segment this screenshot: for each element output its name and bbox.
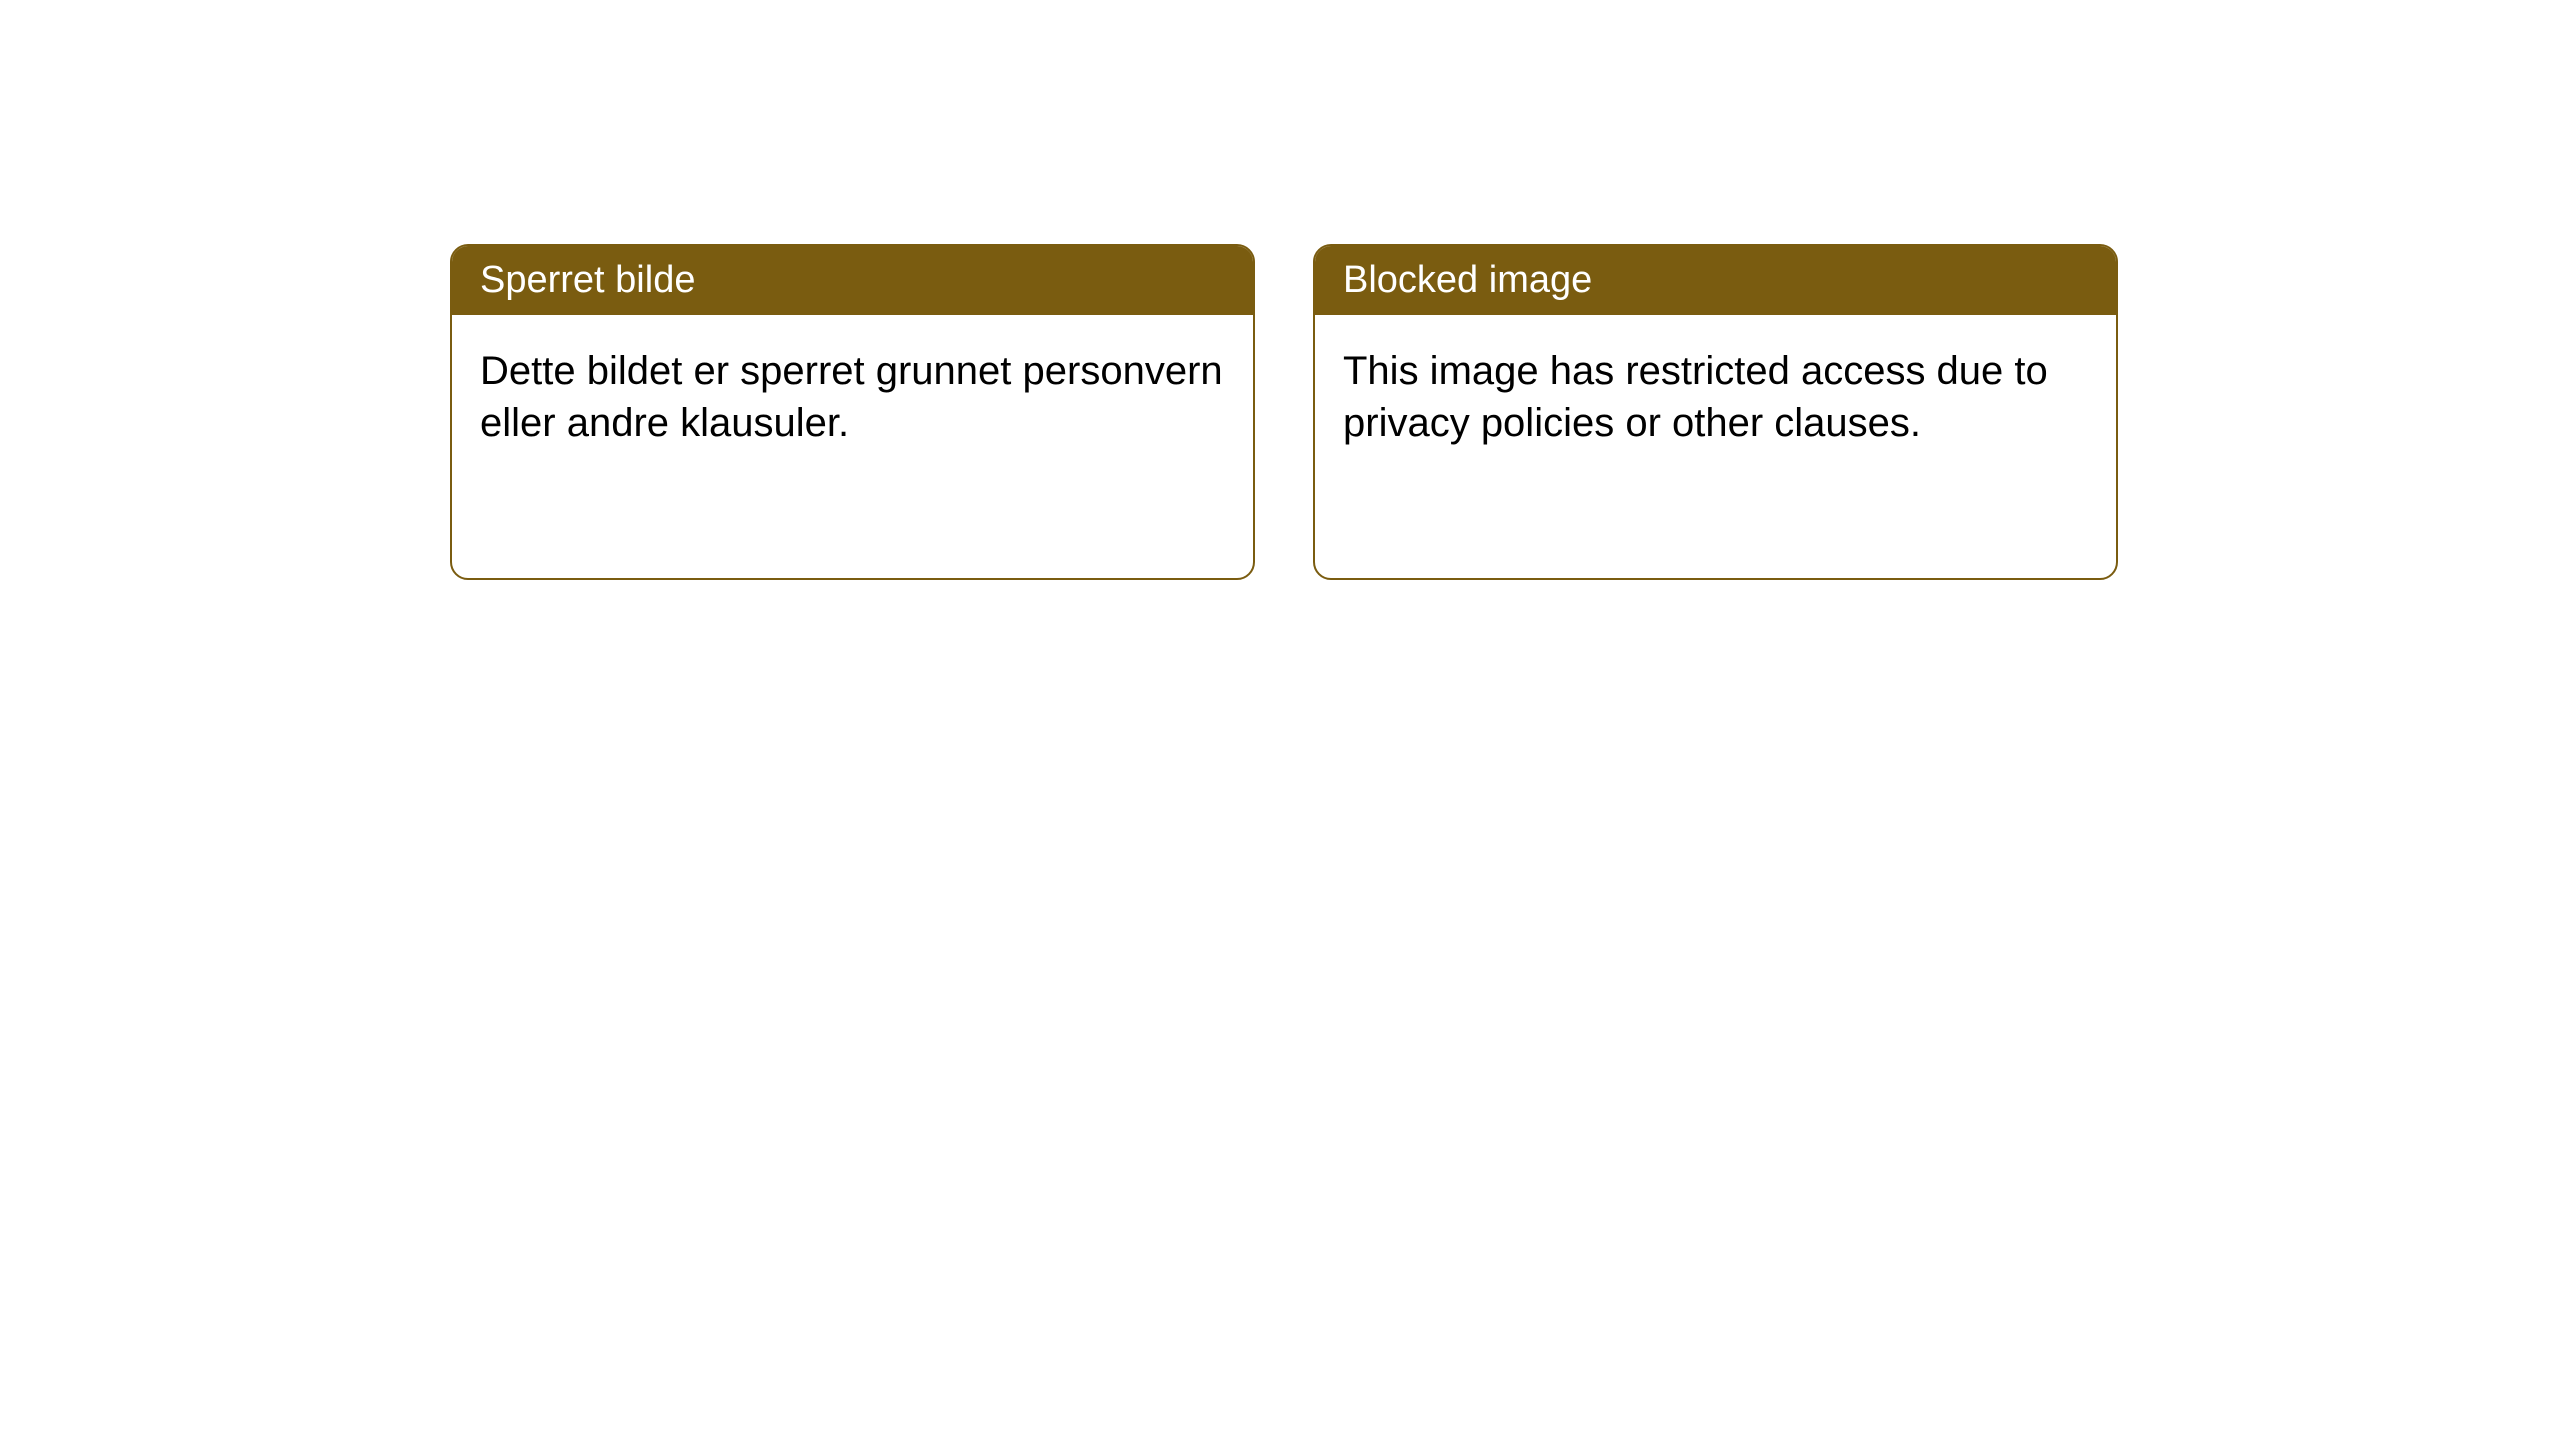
card-header-english: Blocked image — [1315, 246, 2116, 315]
card-header-norwegian: Sperret bilde — [452, 246, 1253, 315]
card-title: Blocked image — [1343, 259, 1592, 301]
card-body-norwegian: Dette bildet er sperret grunnet personve… — [452, 315, 1253, 479]
card-body-text: Dette bildet er sperret grunnet personve… — [480, 349, 1223, 445]
notice-card-norwegian: Sperret bilde Dette bildet er sperret gr… — [450, 244, 1255, 580]
card-title: Sperret bilde — [480, 259, 695, 301]
card-body-text: This image has restricted access due to … — [1343, 349, 2048, 445]
card-body-english: This image has restricted access due to … — [1315, 315, 2116, 479]
notice-card-english: Blocked image This image has restricted … — [1313, 244, 2118, 580]
notice-cards-container: Sperret bilde Dette bildet er sperret gr… — [450, 244, 2118, 580]
